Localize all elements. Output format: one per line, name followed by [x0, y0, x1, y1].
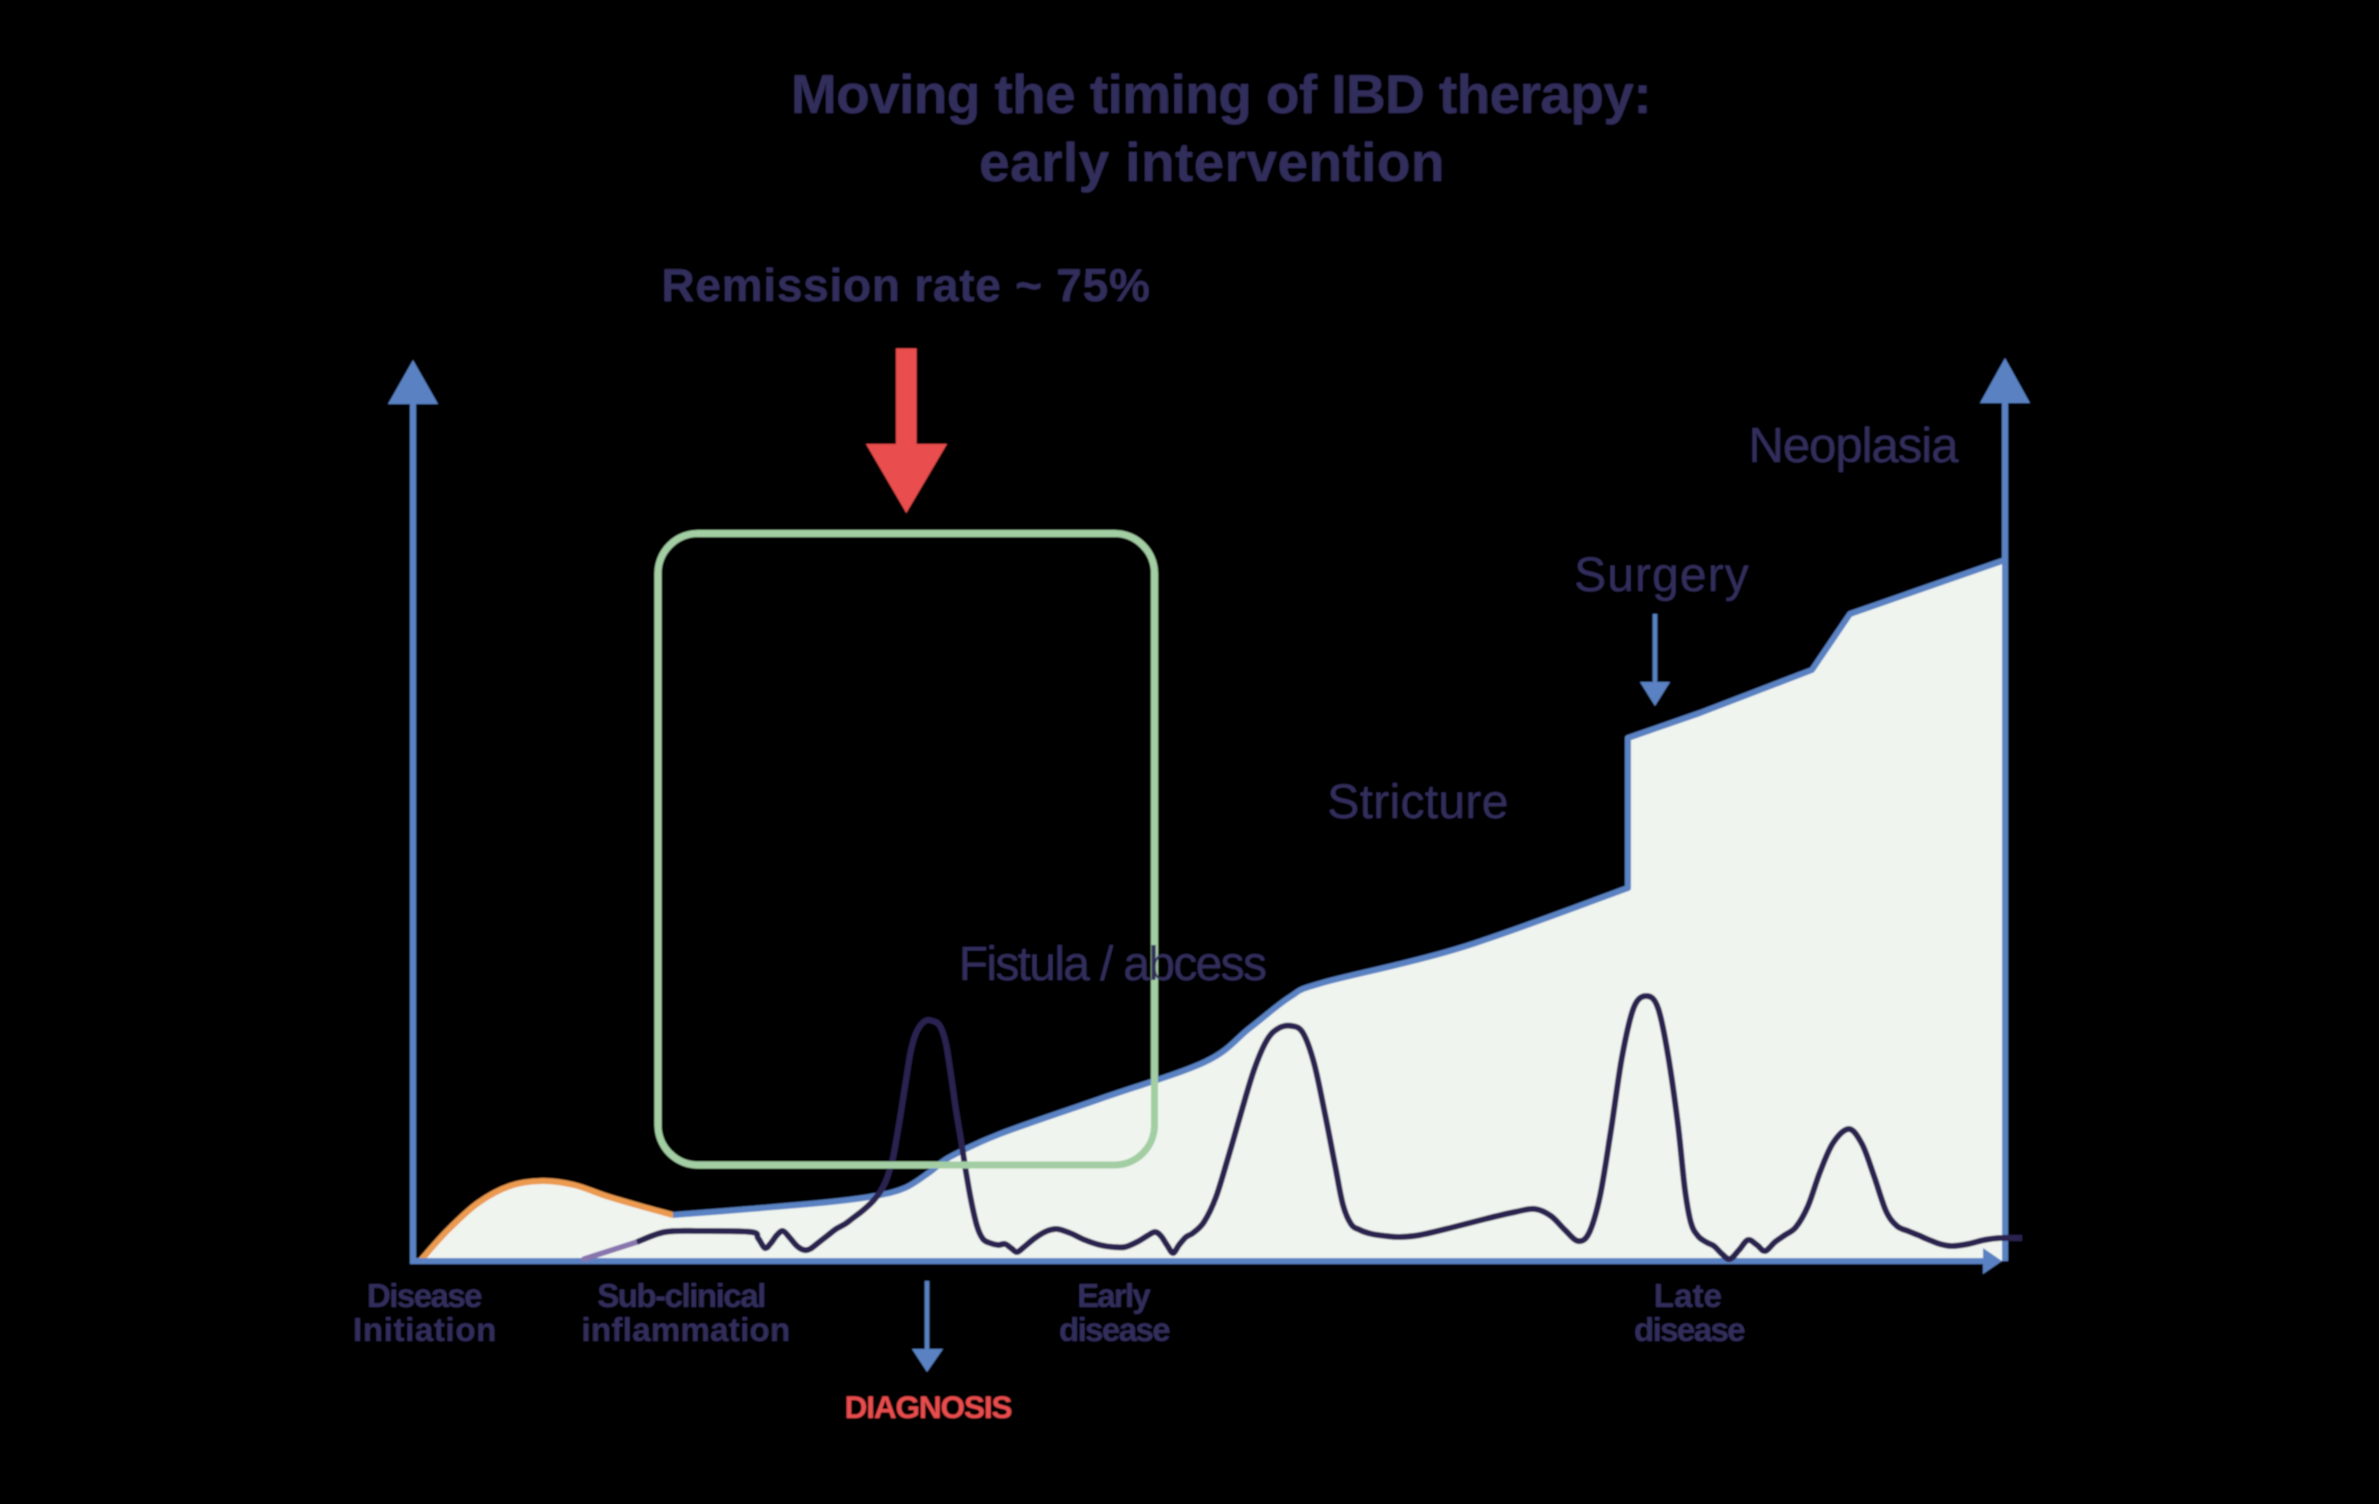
- svg-text:DIAGNOSIS: DIAGNOSIS: [845, 1389, 1012, 1425]
- svg-text:early intervention: early intervention: [979, 131, 1445, 193]
- svg-text:disease: disease: [1634, 1311, 1745, 1348]
- svg-text:disease: disease: [1059, 1311, 1170, 1348]
- svg-text:Remission rate ~ 75%: Remission rate ~ 75%: [661, 259, 1150, 311]
- svg-text:Disease: Disease: [367, 1277, 482, 1314]
- svg-text:Early: Early: [1077, 1277, 1151, 1314]
- svg-text:Initiation: Initiation: [353, 1311, 497, 1348]
- svg-text:inflammation: inflammation: [582, 1311, 791, 1348]
- svg-text:Surgery: Surgery: [1574, 549, 1750, 602]
- svg-text:Late: Late: [1654, 1277, 1722, 1314]
- svg-text:Sub-clinical: Sub-clinical: [597, 1277, 765, 1314]
- svg-text:Moving the timing of IBD thera: Moving the timing of IBD therapy:: [791, 63, 1651, 125]
- svg-text:Neoplasia: Neoplasia: [1749, 419, 1960, 473]
- svg-text:Fistula / abcess: Fistula / abcess: [959, 938, 1266, 991]
- svg-text:Stricture: Stricture: [1327, 776, 1508, 829]
